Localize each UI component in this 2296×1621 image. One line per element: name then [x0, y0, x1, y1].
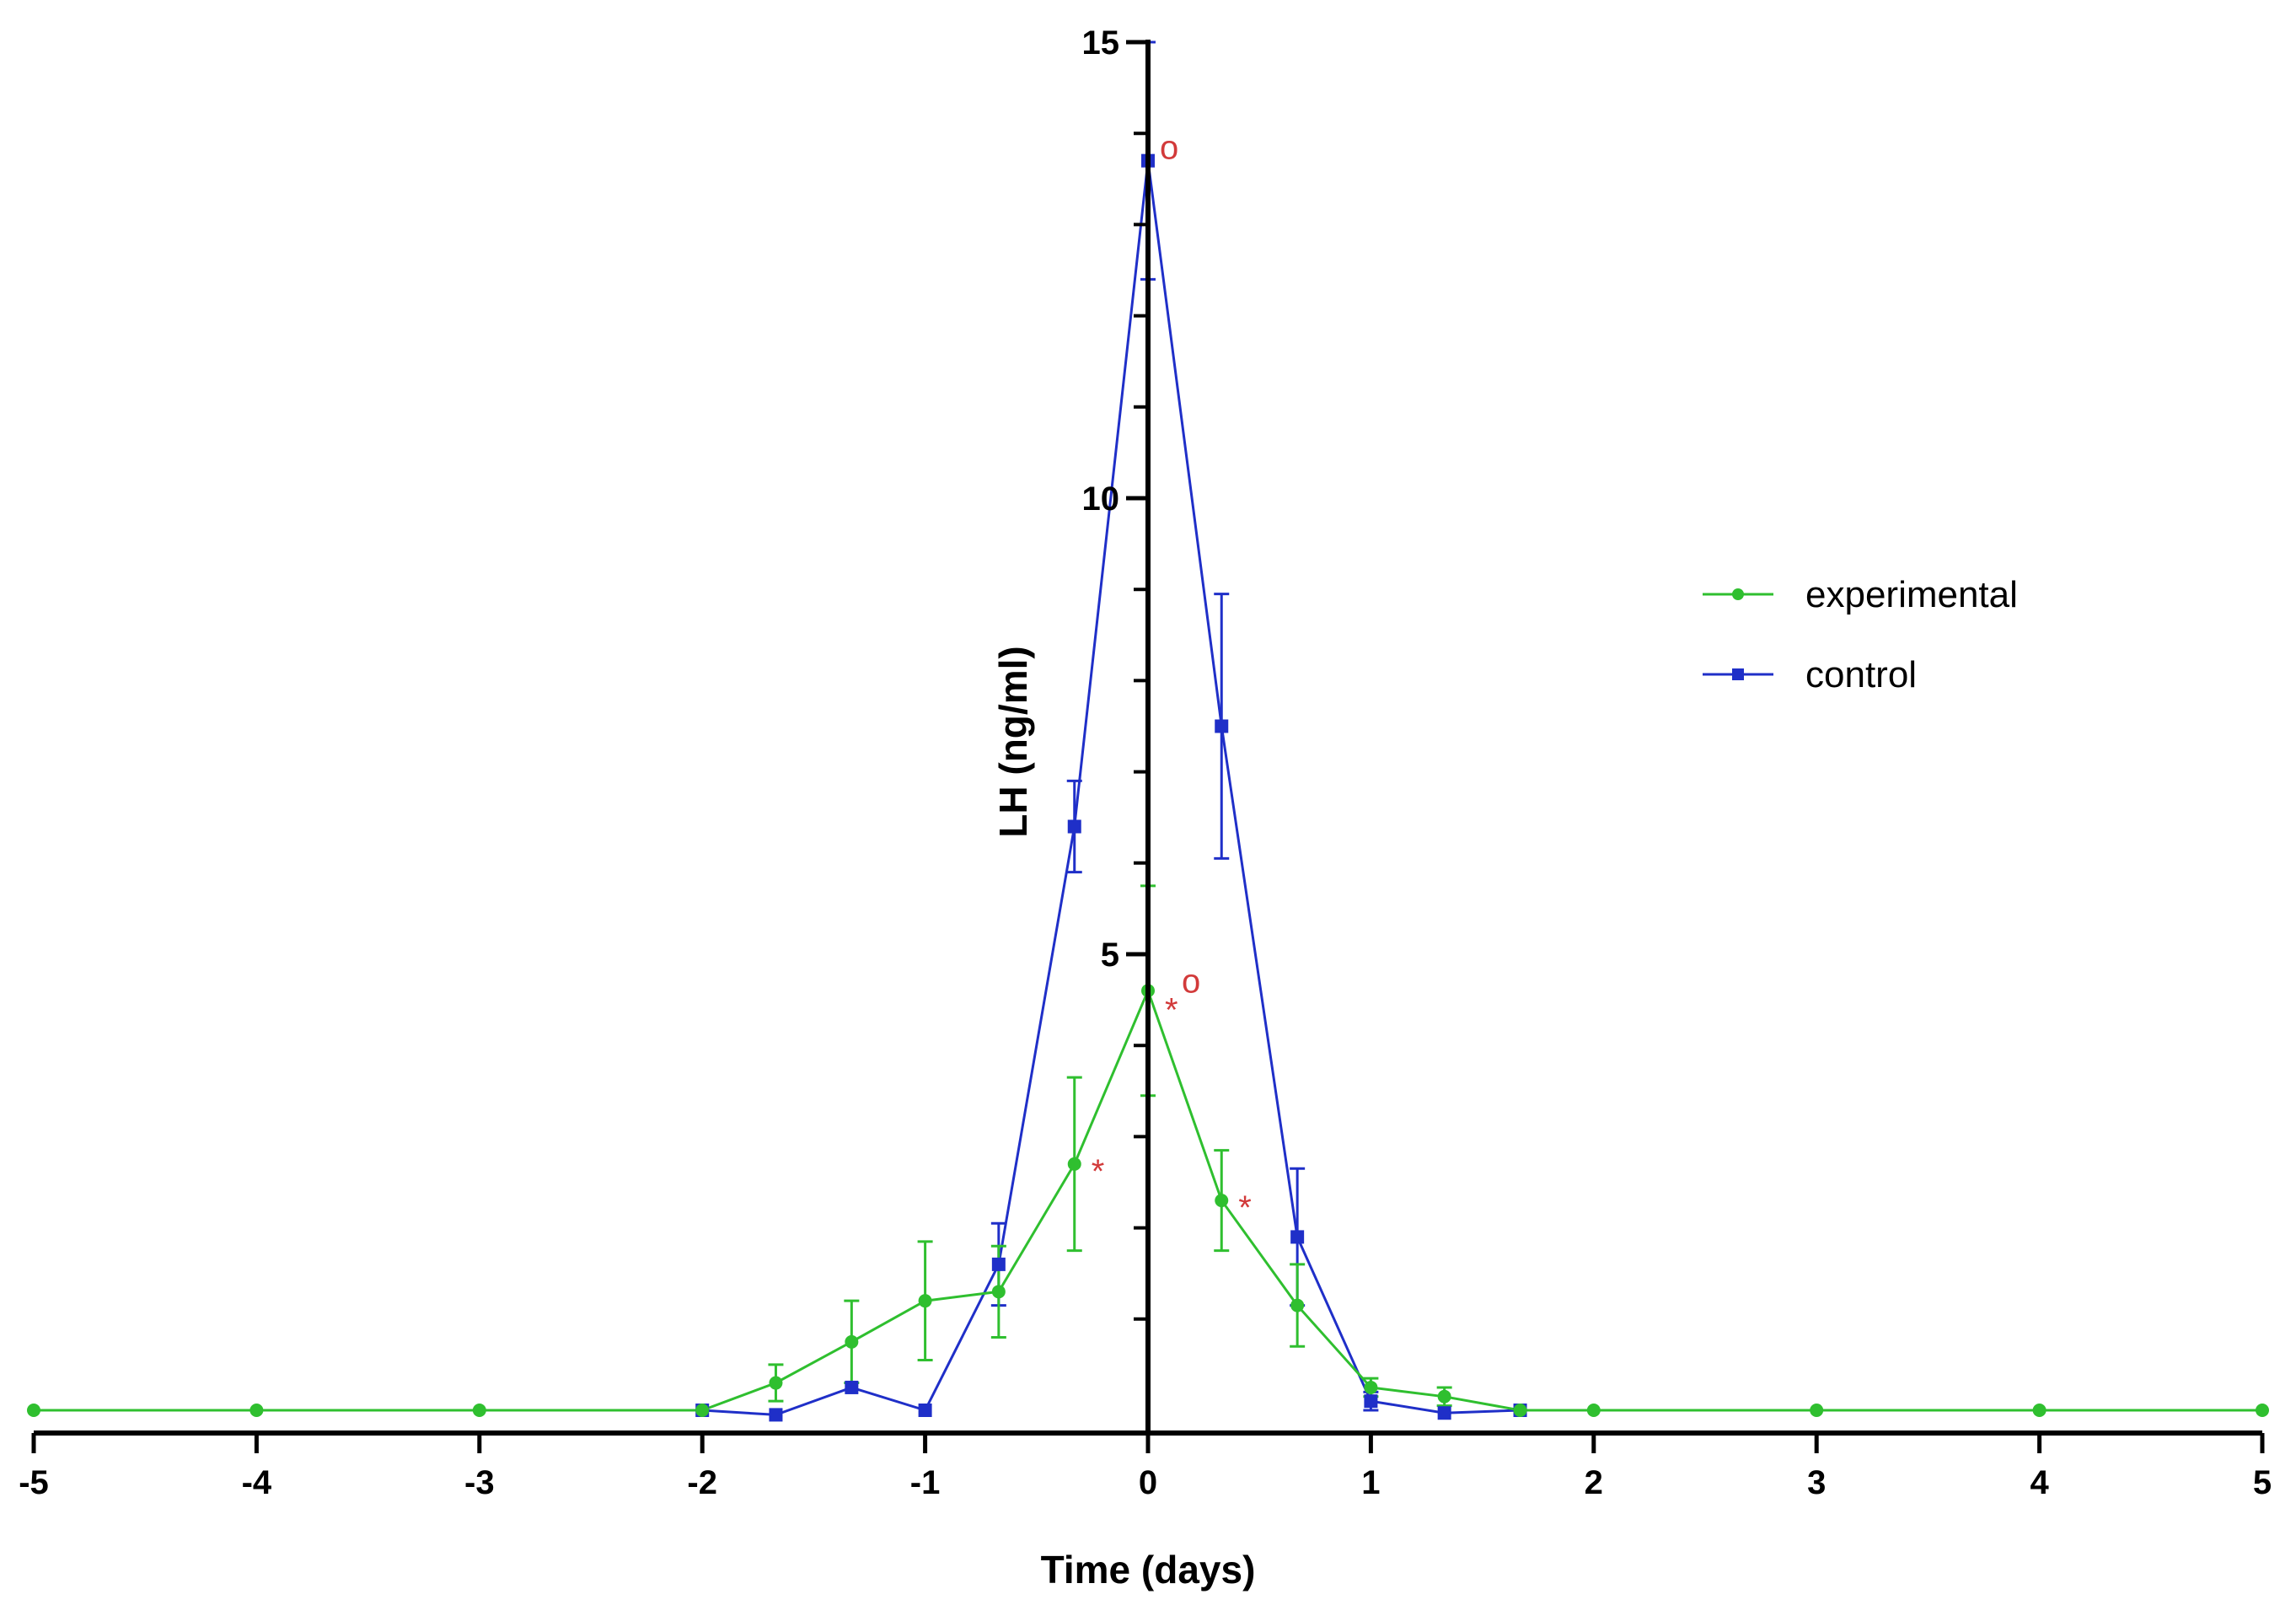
data-point-experimental-11	[1290, 1298, 1305, 1312]
legend: experimental control	[1703, 574, 2018, 695]
data-point-control-10	[1437, 1406, 1451, 1420]
x-tick-label-4: -1	[910, 1464, 941, 1501]
data-point-experimental-15	[1586, 1404, 1601, 1417]
error-bars-layer	[768, 40, 1452, 1412]
data-point-experimental-6	[918, 1294, 932, 1308]
annotations-layer: **o*o	[1092, 130, 1252, 1226]
y-tick-label-1: 10	[1082, 480, 1120, 518]
annotation-4: o	[1160, 130, 1178, 167]
data-point-control-7	[1215, 719, 1229, 733]
y-tick-label-2: 15	[1082, 24, 1120, 62]
x-axis-title: Time (days)	[1041, 1548, 1256, 1591]
legend-control-marker	[1732, 668, 1744, 680]
legend-control-label: control	[1805, 654, 1917, 695]
data-point-experimental-0	[27, 1404, 40, 1417]
annotation-1: *	[1165, 991, 1178, 1028]
data-point-control-4	[991, 1257, 1006, 1271]
x-tick-label-1: -4	[242, 1464, 272, 1501]
y-axis-title: LH (ng/ml)	[991, 646, 1035, 837]
data-point-experimental-14	[1513, 1404, 1527, 1417]
data-point-control-8	[1290, 1230, 1305, 1244]
x-tick-label-3: -2	[687, 1464, 717, 1501]
data-point-experimental-17	[2032, 1404, 2047, 1417]
y-tick-label-0: 5	[1101, 937, 1119, 974]
data-point-experimental-3	[695, 1404, 710, 1417]
data-point-experimental-2	[472, 1404, 486, 1417]
data-point-experimental-1	[249, 1404, 264, 1417]
series-line-control	[702, 160, 1521, 1416]
data-point-experimental-12	[1364, 1380, 1378, 1394]
axes-layer: -5 -4 -3 -2 -1 0 1 2 3 4 5 5 10 15	[19, 24, 2272, 1501]
data-point-experimental-13	[1437, 1389, 1451, 1404]
x-tick-label-8: 3	[1807, 1464, 1826, 1501]
data-point-control-1	[769, 1408, 783, 1422]
data-point-experimental-4	[769, 1376, 783, 1390]
data-point-experimental-16	[1810, 1404, 1824, 1417]
x-tick-label-7: 2	[1585, 1464, 1603, 1501]
annotation-3: *	[1238, 1189, 1252, 1226]
x-tick-label-10: 5	[2253, 1464, 2272, 1501]
data-point-control-3	[918, 1404, 932, 1417]
annotation-0: *	[1092, 1153, 1105, 1190]
data-point-experimental-5	[845, 1334, 859, 1349]
data-point-experimental-8	[1067, 1157, 1081, 1171]
x-tick-label-5: 0	[1139, 1464, 1157, 1501]
legend-experimental-label: experimental	[1805, 574, 2018, 615]
x-tick-label-2: -3	[464, 1464, 495, 1501]
data-point-control-9	[1364, 1394, 1378, 1409]
data-point-experimental-10	[1215, 1194, 1229, 1208]
data-point-experimental-7	[991, 1285, 1006, 1299]
legend-experimental-marker	[1732, 588, 1744, 600]
data-point-experimental-18	[2256, 1404, 2269, 1417]
x-tick-label-0: -5	[19, 1464, 49, 1501]
x-tick-label-6: 1	[1361, 1464, 1380, 1501]
annotation-2: o	[1182, 963, 1200, 1000]
x-tick-label-9: 4	[2030, 1464, 2049, 1501]
data-point-control-2	[845, 1380, 859, 1394]
data-point-control-5	[1067, 819, 1081, 834]
